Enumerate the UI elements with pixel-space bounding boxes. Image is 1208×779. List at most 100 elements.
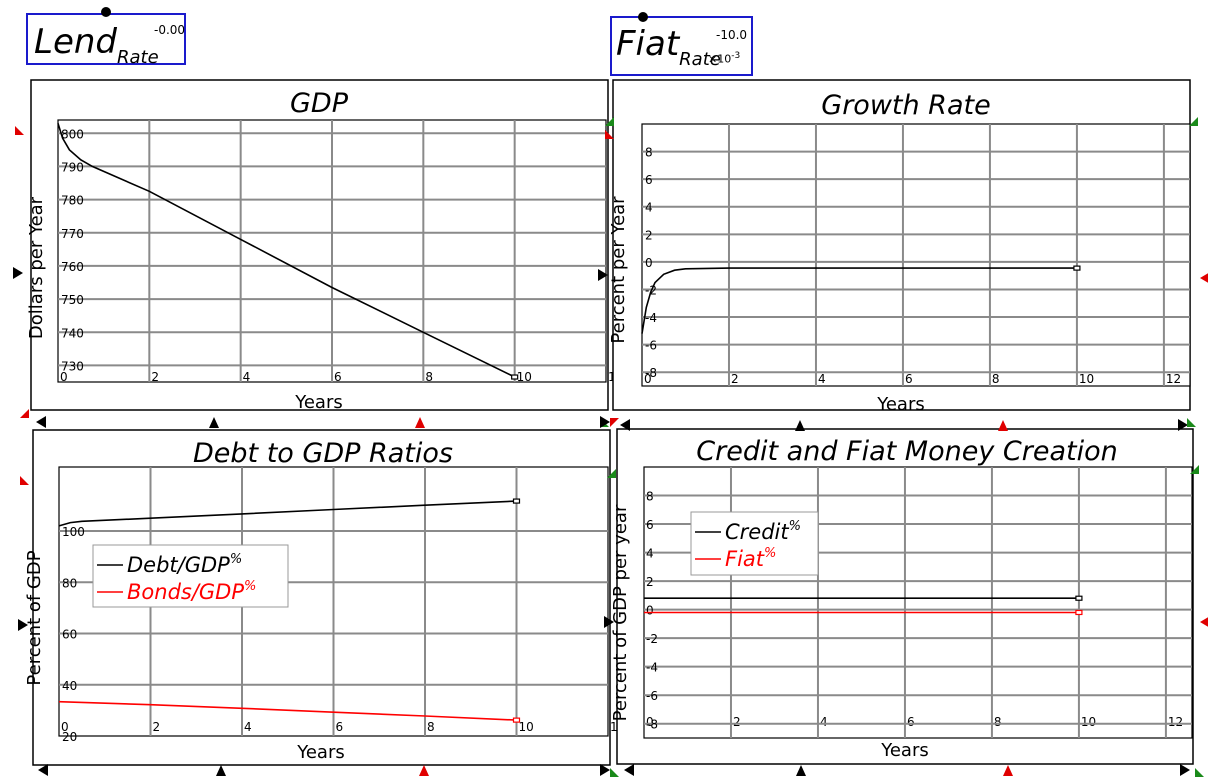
- resize-handle-icon[interactable]: [1200, 616, 1208, 628]
- resize-handle-icon[interactable]: [13, 267, 23, 279]
- x-tick-label: 10: [1081, 715, 1096, 729]
- resize-handle-icon[interactable]: [209, 417, 219, 428]
- series-end-marker: [511, 374, 519, 380]
- y-tick-label: 800: [61, 127, 84, 141]
- y-tick-label: 770: [61, 227, 84, 241]
- resize-handle-icon[interactable]: [600, 416, 610, 428]
- resize-handle-icon[interactable]: [20, 476, 29, 485]
- y-tick-label: -8: [645, 366, 657, 380]
- resize-handle-icon[interactable]: [415, 417, 425, 428]
- y-tick-label: 6: [645, 173, 653, 187]
- resize-handle-icon[interactable]: [15, 126, 24, 135]
- resize-handle-icon[interactable]: [620, 419, 630, 431]
- resize-handle-icon[interactable]: [795, 420, 805, 431]
- resize-handle-icon[interactable]: [1178, 419, 1188, 431]
- resize-handle-icon[interactable]: [605, 117, 614, 126]
- series-line-1: [57, 123, 516, 378]
- x-tick-label: 10: [1079, 372, 1094, 386]
- resize-handle-icon[interactable]: [1180, 764, 1190, 776]
- plot-area: [641, 123, 1191, 387]
- resize-handle-icon[interactable]: [419, 765, 429, 776]
- resize-handle-icon[interactable]: [607, 469, 616, 478]
- lend-rate-name: LendRate: [34, 22, 159, 68]
- y-tick-label: -4: [646, 661, 658, 675]
- x-tick-label: 0: [646, 715, 654, 729]
- y-tick-label: 2: [645, 228, 653, 242]
- x-tick-label: 2: [731, 372, 739, 386]
- resize-handle-icon[interactable]: [1003, 765, 1013, 776]
- x-tick-label: 12: [1168, 715, 1183, 729]
- fiat-rate-name: FiatRate: [616, 24, 721, 70]
- x-tick-label: 4: [820, 715, 828, 729]
- series-end-marker: [512, 498, 521, 504]
- resize-handle-icon[interactable]: [18, 619, 28, 631]
- resize-handle-icon[interactable]: [605, 130, 614, 139]
- x-tick-label: 4: [818, 372, 826, 386]
- resize-handle-icon[interactable]: [36, 416, 46, 428]
- resize-handle-icon[interactable]: [604, 616, 614, 628]
- y-tick-label: -6: [646, 689, 658, 703]
- chart-panel-4: 0 2 4 6 8 10 12 -8 -6 -4 -2 0 2 4 6 8 Credit and Fiat Mo…: [610, 428, 1194, 765]
- legend-entry: Bonds/GDP%: [127, 579, 256, 604]
- x-tick-label: 0: [60, 370, 68, 384]
- x-axis-label: Years: [876, 394, 925, 415]
- fiat-rate-value: -10.0: [716, 28, 748, 42]
- plot-area: [643, 466, 1193, 739]
- x-axis-label: Years: [880, 740, 929, 761]
- resize-handle-icon[interactable]: [624, 764, 634, 776]
- resize-handle-icon[interactable]: [998, 420, 1008, 431]
- fiat-rate-value-exponent: ×10-3: [708, 51, 741, 66]
- y-tick-label: 780: [61, 194, 84, 208]
- fiat-rate-parameter[interactable]: FiatRate -10.0 ×10-3: [610, 16, 753, 76]
- y-axis-label: Percent per Year: [608, 196, 629, 344]
- resize-handle-icon[interactable]: [1189, 117, 1198, 126]
- x-axis-label: Years: [296, 742, 345, 763]
- resize-handle-icon[interactable]: [1200, 272, 1208, 284]
- resize-handle-icon[interactable]: [598, 269, 608, 281]
- x-tick-label: 2: [151, 370, 159, 384]
- lend-rate-handle[interactable]: [101, 7, 111, 17]
- resize-handles: [13, 117, 1208, 777]
- x-tick-label: 6: [905, 372, 913, 386]
- resize-handle-icon[interactable]: [20, 409, 29, 418]
- y-tick-label: 750: [61, 293, 84, 307]
- legend-entry: Credit%: [725, 519, 801, 544]
- y-tick-label: 60: [62, 628, 77, 642]
- resize-handle-icon[interactable]: [1195, 768, 1204, 777]
- chart-panel-1: 024681012730740750760770780790800GDPYear…: [26, 79, 623, 413]
- resize-handle-icon[interactable]: [600, 764, 610, 776]
- x-tick-label: 2: [153, 720, 161, 734]
- chart-title: GDP: [290, 88, 349, 119]
- x-tick-label: 4: [244, 720, 252, 734]
- resize-handle-icon[interactable]: [610, 768, 619, 777]
- x-tick-label: 8: [425, 370, 433, 384]
- resize-handle-icon[interactable]: [1187, 418, 1196, 427]
- x-tick-label: 0: [644, 372, 652, 386]
- chart-panel-3: 02468101220406080100Debt to GDP RatiosYe…: [24, 429, 625, 766]
- resize-handle-icon[interactable]: [1190, 465, 1199, 474]
- lend-rate-parameter[interactable]: LendRate -0.00: [26, 13, 186, 68]
- legend-entry: Debt/GDP%: [127, 552, 242, 577]
- legend: Debt/GDP%Bonds/GDP%: [92, 544, 289, 608]
- y-axis-label: Dollars per Year: [26, 196, 47, 339]
- y-tick-label: 730: [61, 359, 84, 373]
- resize-handle-icon[interactable]: [610, 418, 619, 427]
- y-tick-label: 80: [62, 576, 77, 590]
- y-tick-label: 8: [646, 490, 654, 504]
- y-tick-label: 760: [61, 260, 84, 274]
- x-axis-label: Years: [294, 392, 343, 413]
- y-tick-label: 0: [646, 604, 654, 618]
- y-tick-label: 6: [646, 518, 654, 532]
- series-end-marker: [1073, 265, 1081, 271]
- series-end-marker: [512, 717, 521, 723]
- y-tick-label: -8: [646, 718, 658, 732]
- resize-handle-icon[interactable]: [796, 765, 806, 776]
- resize-handle-icon[interactable]: [216, 765, 226, 776]
- legend-box: [92, 544, 289, 608]
- fiat-rate-handle[interactable]: [638, 12, 648, 22]
- y-tick-label: 100: [62, 525, 85, 539]
- y-tick-label: -6: [645, 339, 657, 353]
- resize-handle-icon[interactable]: [38, 764, 48, 776]
